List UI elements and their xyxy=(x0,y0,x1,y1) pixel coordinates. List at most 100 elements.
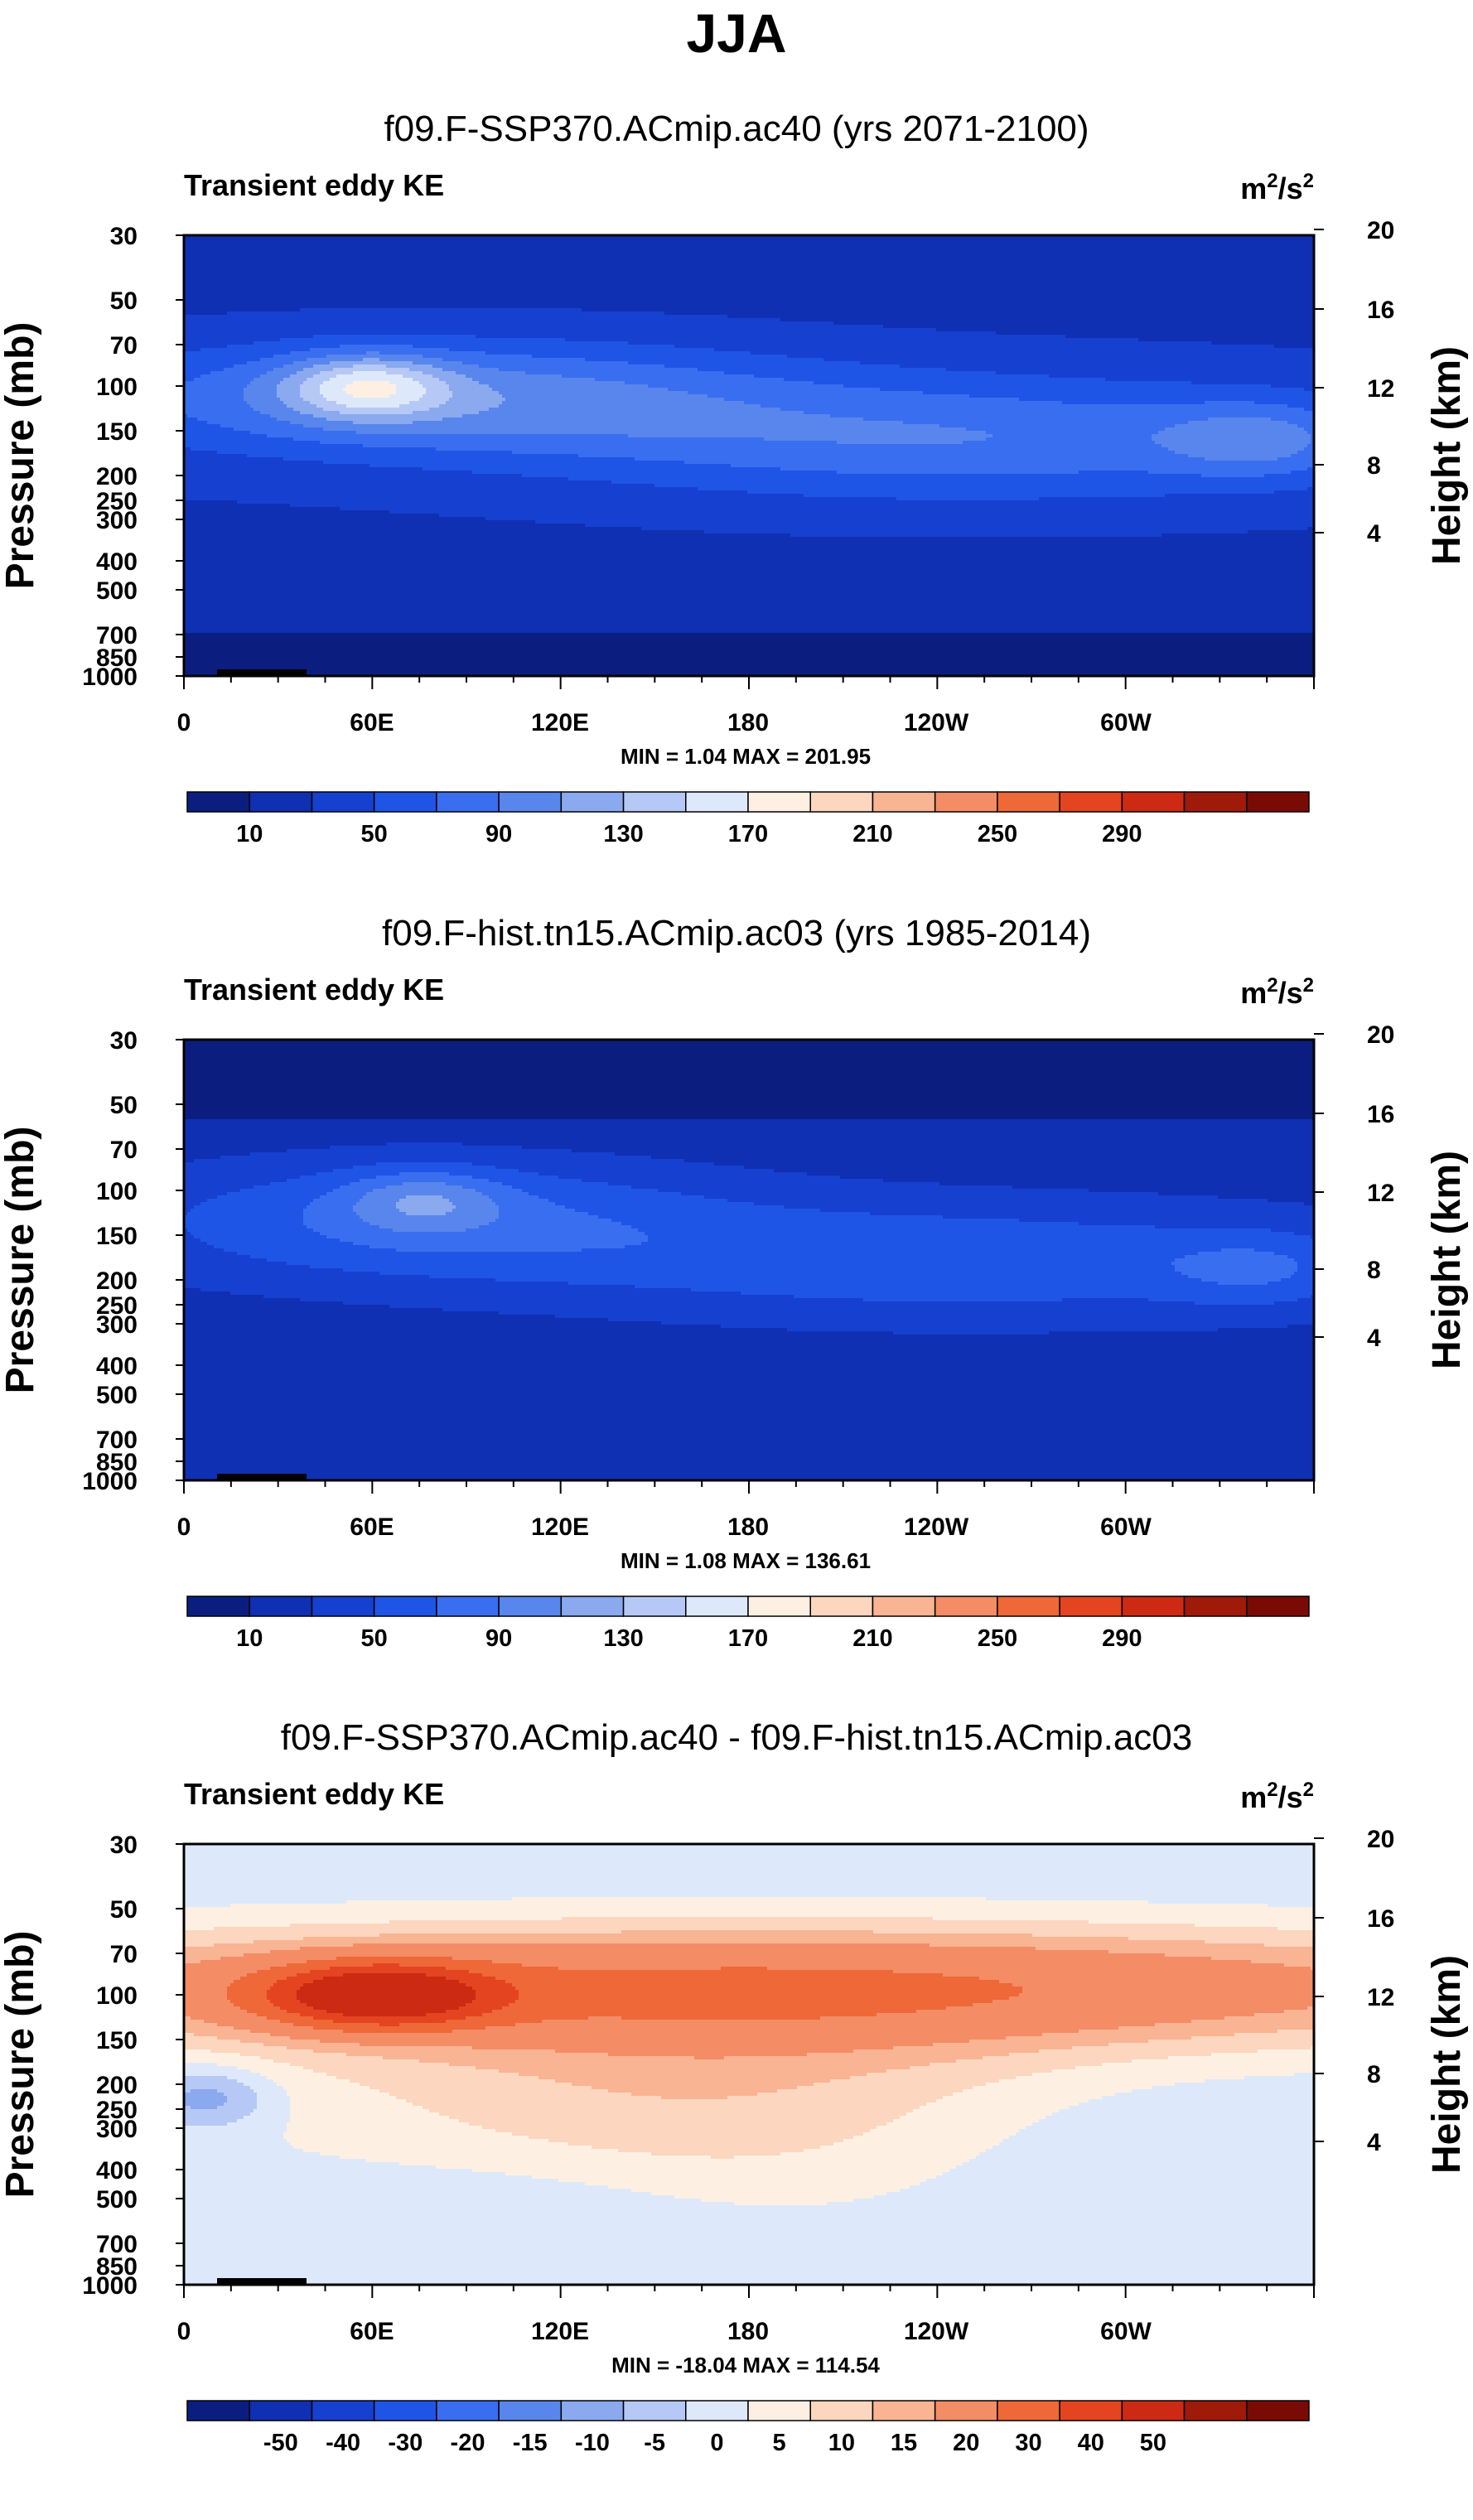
colorbar-label: 10 xyxy=(828,2430,855,2456)
pressure-tick-label: 250 xyxy=(96,2097,138,2124)
colorbar-box xyxy=(249,791,313,813)
colorbar-label: 170 xyxy=(728,821,768,847)
lon-tick-label: 120W xyxy=(904,1513,969,1541)
height-tick-label: 8 xyxy=(1367,2061,1381,2088)
pressure-tick-label: 300 xyxy=(96,2116,138,2143)
colorbar-box xyxy=(1246,2400,1310,2421)
colorbar-box xyxy=(934,2400,998,2421)
height-tick-label: 8 xyxy=(1367,452,1381,480)
lon-tick-label: 0 xyxy=(177,1513,191,1541)
contour-field xyxy=(184,1844,1314,2285)
height-tick-label: 12 xyxy=(1367,375,1394,403)
pressure-tick-label: 50 xyxy=(110,287,138,315)
colorbar-label: 90 xyxy=(485,1625,512,1652)
colorbar-label: 10 xyxy=(236,1625,263,1652)
height-tick-label: 4 xyxy=(1367,2129,1381,2156)
height-tick-label: 12 xyxy=(1367,1180,1394,1207)
max-label: MAX = xyxy=(727,1548,799,1573)
units-label: m2/s2 xyxy=(1240,170,1314,205)
colorbar-label: 210 xyxy=(852,1625,892,1652)
pressure-tick-label: 30 xyxy=(110,1832,138,1859)
pressure-tick-label: 850 xyxy=(96,2253,138,2281)
colorbar-box xyxy=(872,791,936,813)
colorbar-box xyxy=(311,1596,375,1617)
colorbar-box xyxy=(809,2400,874,2421)
panel-title: f09.F-hist.tn15.ACmip.ac03 (yrs 1985-201… xyxy=(382,913,1091,953)
pressure-tick-label: 250 xyxy=(96,1292,138,1320)
y-axis-label: Pressure (mb) xyxy=(0,1931,42,2199)
pressure-tick-label: 150 xyxy=(96,418,138,446)
colorbar-box xyxy=(560,791,625,813)
colorbar-label: -5 xyxy=(644,2430,665,2456)
height-tick-label: 16 xyxy=(1367,1905,1394,1933)
pressure-tick-label: 300 xyxy=(96,507,138,534)
colorbar-box xyxy=(373,791,437,813)
height-tick-label: 20 xyxy=(1367,1021,1394,1049)
colorbar-box xyxy=(997,791,1060,813)
pressure-tick-label: 70 xyxy=(110,332,138,360)
min-value: -18.04 xyxy=(669,2353,736,2378)
y-axis-label: Pressure (mb) xyxy=(0,322,42,590)
lon-tick-label: 120E xyxy=(531,709,589,736)
pressure-tick-label: 50 xyxy=(110,1896,138,1924)
colorbar-box xyxy=(311,791,375,813)
height-tick-label: 16 xyxy=(1367,297,1394,324)
colorbar-box xyxy=(809,1596,874,1617)
lon-tick-label: 60W xyxy=(1100,2318,1152,2345)
colorbar-box xyxy=(1059,1596,1123,1617)
max-value: 136.61 xyxy=(799,1548,871,1573)
colorbar-label: 50 xyxy=(1140,2430,1166,2456)
colorbar-box xyxy=(249,1596,313,1617)
lon-tick-label: 60E xyxy=(350,709,394,736)
colorbar-box xyxy=(747,1596,811,1617)
panel-historical: f09.F-hist.tn15.ACmip.ac03 (yrs 1985-201… xyxy=(0,913,1469,1652)
lon-tick-label: 120W xyxy=(904,709,969,736)
pressure-tick-label: 400 xyxy=(96,548,138,576)
colorbar-label: 170 xyxy=(728,1625,768,1652)
lon-tick-label: 0 xyxy=(177,709,191,736)
lon-tick-label: 180 xyxy=(727,709,769,736)
lon-tick-label: 120W xyxy=(904,2318,969,2345)
colorbar-label: 50 xyxy=(361,821,388,847)
lon-tick-label: 60W xyxy=(1100,1513,1152,1541)
colorbar-box xyxy=(622,791,687,813)
panel-difference: f09.F-SSP370.ACmip.ac40 - f09.F-hist.tn1… xyxy=(0,1717,1469,2456)
pressure-tick-label: 200 xyxy=(96,463,138,490)
lon-tick-label: 60E xyxy=(350,2318,394,2345)
panel-future: f09.F-SSP370.ACmip.ac40 (yrs 2071-2100) T… xyxy=(0,109,1469,847)
lon-tick-label: 120E xyxy=(531,1513,589,1541)
height-tick-label: 4 xyxy=(1367,520,1381,548)
colorbar-label: -10 xyxy=(575,2430,610,2456)
pressure-tick-label: 100 xyxy=(96,1178,138,1205)
y2-axis-label: Height (km) xyxy=(1425,1955,1469,2174)
height-tick-label: 16 xyxy=(1367,1101,1394,1128)
colorbar-label: 130 xyxy=(603,821,643,847)
contour-field xyxy=(184,1040,1314,1480)
min-max-label: MIN = 1.04 MAX = 201.95 xyxy=(621,744,871,769)
colorbar-box xyxy=(436,791,500,813)
colorbar-box xyxy=(560,2400,625,2421)
colorbar-label: 40 xyxy=(1078,2430,1104,2456)
pressure-tick-label: 500 xyxy=(96,2186,138,2213)
colorbar-box xyxy=(1246,791,1310,813)
colorbar-label: 250 xyxy=(978,821,1017,847)
colorbar-label: 0 xyxy=(710,2430,723,2456)
colorbar-label: 290 xyxy=(1102,1625,1142,1652)
colorbar-box xyxy=(560,1596,625,1617)
colorbar-box xyxy=(1183,791,1248,813)
colorbar-box xyxy=(186,791,250,813)
pressure-tick-label: 200 xyxy=(96,1267,138,1295)
pressure-tick-label: 500 xyxy=(96,1382,138,1409)
colorbar-box xyxy=(685,791,749,813)
y2-axis-label: Height (km) xyxy=(1425,1151,1469,1369)
panel-title: f09.F-SSP370.ACmip.ac40 - f09.F-hist.tn1… xyxy=(281,1717,1193,1758)
contour-field xyxy=(184,235,1314,676)
colorbar-box xyxy=(934,1596,998,1617)
lon-tick-label: 120E xyxy=(531,2318,589,2345)
pressure-tick-label: 700 xyxy=(96,2231,138,2258)
pressure-tick-label: 70 xyxy=(110,1137,138,1164)
min-label: MIN = xyxy=(611,2353,669,2378)
colorbar-box xyxy=(1059,2400,1123,2421)
colorbar-box xyxy=(1246,1596,1310,1617)
colorbar-box xyxy=(1121,1596,1186,1617)
